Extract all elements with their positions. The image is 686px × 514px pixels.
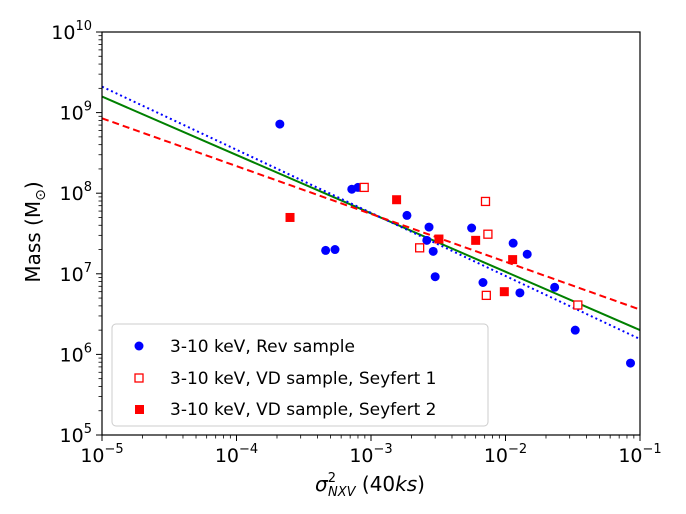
data-point-rev <box>626 358 636 368</box>
x-axis-title: σ2 NXV (40ks) <box>315 471 425 500</box>
fit-line-solid <box>102 95 640 332</box>
data-point-seyfert1 <box>415 243 425 253</box>
data-point-seyfert2 <box>508 255 518 265</box>
data-point-rev <box>515 288 525 298</box>
data-point-rev <box>275 119 285 129</box>
data-point-seyfert1 <box>481 290 491 301</box>
data-point-seyfert2 <box>471 235 481 245</box>
data-point-seyfert1 <box>483 229 493 239</box>
y-tick-label: 107 <box>60 261 92 286</box>
x-tick-label: 10−3 <box>349 442 392 467</box>
legend-label-rev: 3-10 keV, Rev sample <box>170 337 355 357</box>
data-point-rev <box>550 282 560 292</box>
y-tick-label: 106 <box>60 341 92 366</box>
x-tick-label: 10−2 <box>484 442 527 467</box>
data-point-seyfert2 <box>392 195 402 205</box>
y-axis-title: Mass (M⊙) <box>21 181 49 282</box>
y-tick-label: 1010 <box>51 19 92 44</box>
y-tick-label: 108 <box>60 180 92 205</box>
data-point-seyfert2 <box>434 234 444 244</box>
x-tick-label: 10−4 <box>215 442 258 467</box>
data-point-seyfert1 <box>359 182 369 193</box>
y-tick-label: 109 <box>60 100 92 125</box>
data-point-rev <box>522 249 532 259</box>
legend-marker-seyfert1 <box>134 373 144 383</box>
y-tick-label: 105 <box>60 422 92 447</box>
data-point-rev <box>321 245 331 255</box>
legend-marker-rev <box>134 341 144 351</box>
data-point-rev <box>428 246 438 256</box>
data-point-rev <box>422 235 432 245</box>
data-point-rev <box>508 238 518 248</box>
legend-label-seyfert1: 3-10 keV, VD sample, Seyfert 1 <box>170 369 437 389</box>
data-point-seyfert2 <box>285 212 295 222</box>
legend-label-seyfert2: 3-10 keV, VD sample, Seyfert 2 <box>170 400 437 420</box>
legend-box <box>111 323 489 427</box>
plot-area <box>102 85 640 368</box>
fit-line-dashed <box>102 117 640 311</box>
x-tick-label: 10−5 <box>80 442 123 467</box>
legend: 3-10 keV, Rev sample 3-10 keV, VD sample… <box>111 323 489 427</box>
legend-marker-seyfert2 <box>135 405 144 414</box>
fit-line-dotted <box>102 85 640 340</box>
x-tick-label: 10−1 <box>618 442 661 467</box>
plot-clipped-content <box>102 85 640 368</box>
data-point-seyfert2 <box>499 287 509 297</box>
data-point-seyfert1 <box>573 300 583 310</box>
data-point-seyfert1 <box>480 196 491 207</box>
data-point-rev <box>330 245 340 255</box>
data-point-rev <box>424 222 434 232</box>
axis-ticks: 10−5 10−4 10−3 10−2 10−1 105 106 107 108 109 1010 <box>51 19 661 467</box>
data-point-rev <box>430 272 440 282</box>
data-point-rev <box>570 325 580 335</box>
data-point-rev <box>467 223 477 233</box>
data-point-rev <box>478 277 488 287</box>
data-point-rev <box>402 210 412 220</box>
